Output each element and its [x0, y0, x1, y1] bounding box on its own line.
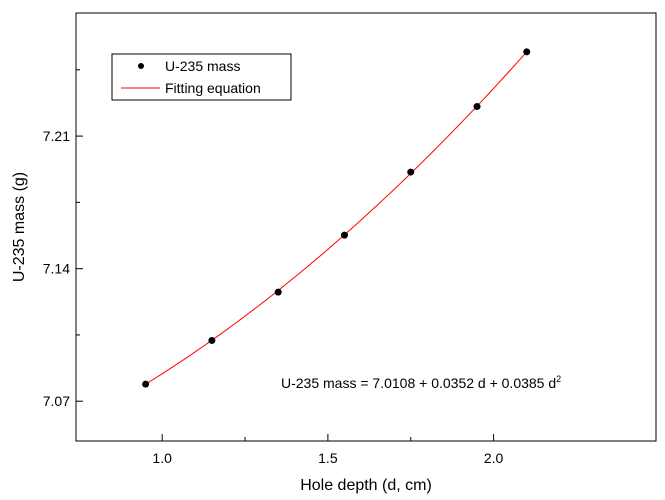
fit-equation-annotation: U-235 mass = 7.0108 + 0.0352 d + 0.0385 …	[281, 374, 561, 391]
data-point	[523, 48, 530, 55]
legend-label-line: Fitting equation	[165, 80, 261, 96]
x-axis-title: Hole depth (d, cm)	[300, 477, 432, 494]
legend: U-235 mass Fitting equation	[112, 54, 291, 100]
fit-equation-text: U-235 mass = 7.0108 + 0.0352 d + 0.0385 …	[281, 375, 556, 391]
y-tick-label: 7.14	[43, 261, 70, 277]
fit-line-group	[146, 52, 527, 384]
data-point	[341, 232, 348, 239]
data-point	[142, 381, 149, 388]
tick-labels: 1.0 1.5 2.0 7.07 7.14 7.21	[43, 128, 504, 466]
y-tick-label: 7.21	[43, 128, 70, 144]
data-point	[407, 169, 414, 176]
y-tick-label: 7.07	[43, 393, 70, 409]
legend-label-scatter: U-235 mass	[165, 58, 240, 74]
fit-line	[146, 52, 527, 384]
data-point	[474, 103, 481, 110]
x-tick-label: 1.0	[152, 450, 172, 466]
data-point	[208, 337, 215, 344]
x-tick-label: 2.0	[484, 450, 504, 466]
fit-equation-superscript: 2	[556, 374, 561, 384]
y-axis-title: U-235 mass (g)	[11, 172, 28, 282]
legend-marker-scatter	[138, 63, 144, 69]
x-tick-label: 1.5	[318, 450, 338, 466]
data-point	[275, 289, 282, 296]
